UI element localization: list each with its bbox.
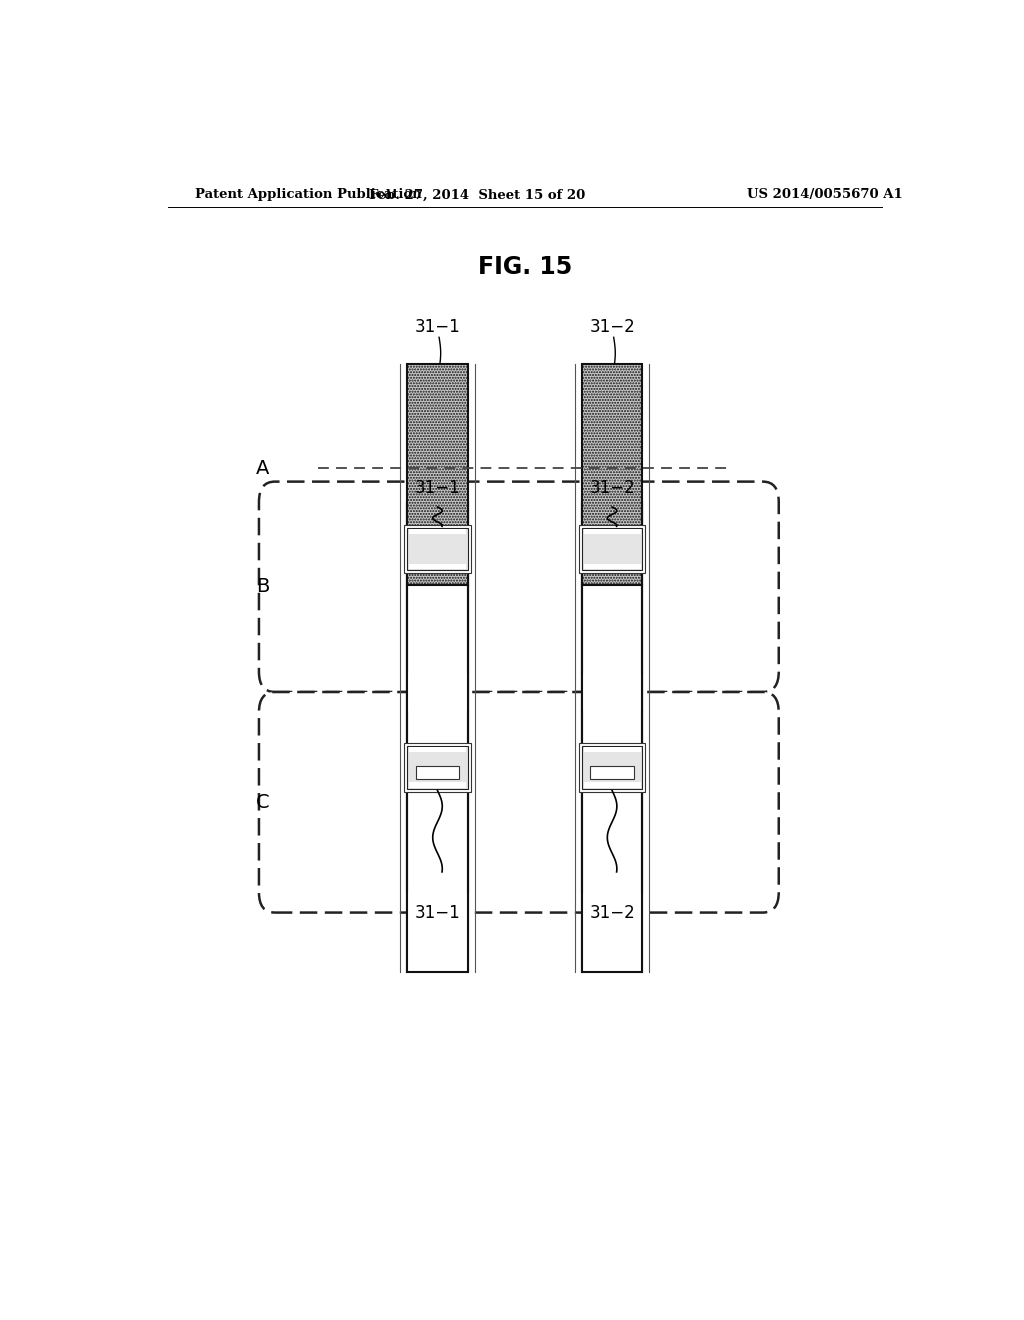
Bar [582,585,642,972]
Text: A: A [256,459,269,478]
Text: Feb. 27, 2014  Sheet 15 of 20: Feb. 27, 2014 Sheet 15 of 20 [369,189,586,202]
Bar [582,528,642,570]
Text: 31−1: 31−1 [415,479,461,496]
Bar [584,529,641,535]
Text: 31−2: 31−2 [589,479,635,496]
Bar [579,525,645,573]
Bar [404,525,471,573]
Bar [408,585,468,972]
Bar [584,783,641,788]
Bar [584,564,641,569]
Bar [416,766,459,779]
Bar [409,564,466,569]
Text: 31−1: 31−1 [415,318,461,337]
Bar [408,746,468,788]
Text: 31−2: 31−2 [589,904,635,923]
Text: B: B [256,577,269,597]
Bar [409,783,466,788]
Bar [404,743,471,792]
Text: Patent Application Publication: Patent Application Publication [196,189,422,202]
Bar [579,743,645,792]
Bar [409,747,466,752]
Text: FIG. 15: FIG. 15 [477,255,572,279]
Bar [408,364,468,585]
Bar [582,746,642,788]
Text: 31−2: 31−2 [589,318,635,337]
Bar [582,364,642,585]
Bar [408,528,468,570]
FancyBboxPatch shape [259,482,779,692]
Bar [584,747,641,752]
Text: US 2014/0055670 A1: US 2014/0055670 A1 [748,189,903,202]
Text: 31−1: 31−1 [415,904,461,923]
Text: C: C [256,793,269,812]
Bar [591,766,634,779]
FancyBboxPatch shape [259,692,779,912]
Bar [409,529,466,535]
